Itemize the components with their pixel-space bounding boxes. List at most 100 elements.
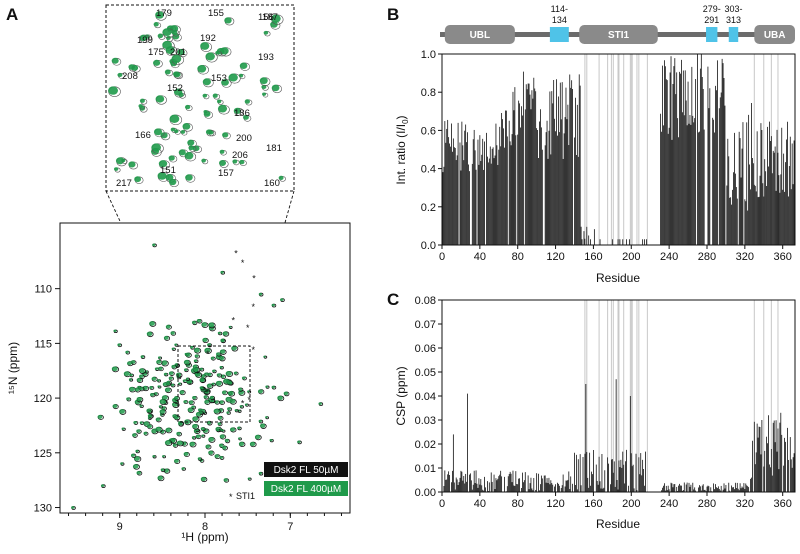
intensity-y-label: Int. ratio (I/I0) [394, 115, 410, 184]
hsqc-y-tick-label: 120 [34, 393, 52, 405]
y-tick-label: 0.07 [415, 319, 436, 331]
hsqc-peak-400 [204, 372, 209, 376]
hsqc-peak-400 [173, 396, 179, 400]
highlight-label-bottom: 134 [552, 15, 567, 25]
hsqc-peak-400 [140, 355, 144, 358]
hsqc-peak-400 [193, 359, 198, 363]
inset-peak-400 [153, 59, 161, 66]
sti1-star-icon: * [241, 258, 245, 268]
hsqc-peak-400 [277, 395, 283, 401]
x-tick-label: 0 [439, 498, 445, 510]
sti1-star-icon: * [241, 399, 245, 409]
hsqc-peak-400 [200, 476, 206, 482]
hsqc-peak-400 [221, 429, 225, 432]
hsqc-peak-400 [216, 352, 221, 356]
hsqc-peak-400 [210, 356, 215, 360]
inset-peak-400 [259, 77, 268, 85]
hsqc-peak-400 [156, 359, 162, 364]
hsqc-peak-400 [128, 378, 132, 381]
hsqc-peak-400 [134, 387, 140, 392]
hsqc-peak-400 [127, 361, 132, 366]
hsqc-peak-400 [154, 367, 158, 370]
hsqc-y-tick-label: 110 [34, 284, 52, 296]
inset-peak-400 [113, 167, 119, 171]
inset-peak-label: 217 [116, 178, 132, 189]
hsqc-peak-400 [158, 366, 163, 371]
inset-peak-400 [177, 48, 185, 56]
inset-peak-400 [233, 107, 242, 114]
hsqc-peak-400 [265, 385, 269, 388]
sti1-star-icon: * [246, 323, 250, 333]
hsqc-legend: Dsk2 FL 50µM Dsk2 FL 400µM * STI1 [229, 462, 348, 502]
hsqc-y-label: ¹⁵N (ppm) [6, 342, 20, 394]
inset-peak-400 [263, 30, 269, 35]
csp-x-ticks: 0 40 80 120 160 200 240 280 320 360 [439, 492, 792, 510]
hsqc-peak-400 [156, 379, 160, 382]
inset-peak-400 [165, 174, 174, 181]
hsqc-peak-400 [222, 331, 228, 336]
hsqc-peak-400 [196, 318, 202, 323]
inset-peak-label: 199 [137, 35, 153, 46]
y-tick-label: 0.2 [421, 202, 436, 214]
hsqc-x-label: ¹H (ppm) [181, 530, 228, 544]
domain-box [444, 25, 515, 44]
hsqc-peak-400 [216, 373, 221, 377]
hsqc-peak-400 [183, 400, 188, 404]
y-tick-label: 0.05 [415, 367, 436, 379]
hsqc-peak-400 [113, 329, 117, 333]
hsqc-peak-400 [130, 453, 135, 457]
hsqc-peak-400 [165, 324, 171, 329]
hsqc-peak-400 [234, 409, 238, 412]
inset-peak-400 [182, 123, 191, 130]
hsqc-peak-400 [258, 419, 262, 423]
hsqc-peak-400 [179, 390, 185, 395]
hsqc-peak-400 [219, 349, 226, 354]
inset-peak-400 [134, 176, 141, 183]
x-tick-label: 120 [546, 498, 564, 510]
inset-peak-label: 193 [258, 52, 274, 63]
highlight-region [549, 27, 569, 42]
hsqc-peak-400 [237, 426, 241, 430]
inset-peak-400 [216, 99, 222, 104]
zoom-box [177, 345, 251, 423]
sti1-star-icon: * [247, 395, 251, 405]
inset-peak-label: 157 [218, 168, 234, 179]
inset-peak-400 [171, 29, 178, 35]
y-tick-label: 0.06 [415, 343, 436, 355]
inset-peak-400 [221, 79, 229, 86]
inset-peak-label: 160 [264, 178, 280, 189]
y-tick-label: 0.00 [415, 487, 436, 499]
hsqc-peak-400 [212, 369, 216, 373]
inset-peak-400 [162, 28, 172, 37]
x-tick-label: 160 [584, 251, 602, 263]
hsqc-peak-400 [143, 421, 149, 426]
inset-peak-400 [139, 98, 145, 103]
hsqc-peak-400 [214, 400, 219, 404]
hsqc-peak-400 [220, 270, 224, 274]
inset-peak-400 [131, 64, 139, 71]
inset-peak-label: 152 [167, 83, 183, 94]
intensity-x-ticks: 0 40 80 120 160 200 240 280 320 360 [439, 245, 792, 263]
hsqc-peak-400 [132, 464, 139, 469]
inset-peak-400 [202, 93, 208, 98]
csp-x-label: Residue [596, 517, 640, 531]
hsqc-peak-400 [139, 421, 143, 424]
inset-peak-400 [168, 178, 177, 186]
inset-peak-label: 208 [122, 71, 138, 82]
inset-peak-label: 156 [258, 12, 274, 23]
hsqc-peak-400 [206, 383, 212, 388]
hsqc-peak-400 [204, 347, 211, 353]
hsqc-peak-400 [136, 377, 142, 382]
hsqc-peak-400 [175, 372, 182, 377]
hsqc-peak-400 [195, 434, 201, 439]
hsqc-peak-400 [213, 408, 220, 414]
hsqc-peak-400 [254, 434, 261, 440]
inset-peaks [108, 11, 286, 188]
hsqc-peak-400 [148, 414, 153, 418]
hsqc-peak-400 [185, 352, 191, 357]
inset-peak-400 [271, 14, 281, 23]
hsqc-peak-400 [226, 380, 232, 385]
y-tick-label: 0.0 [421, 240, 436, 252]
inset-peak-400 [232, 159, 238, 164]
